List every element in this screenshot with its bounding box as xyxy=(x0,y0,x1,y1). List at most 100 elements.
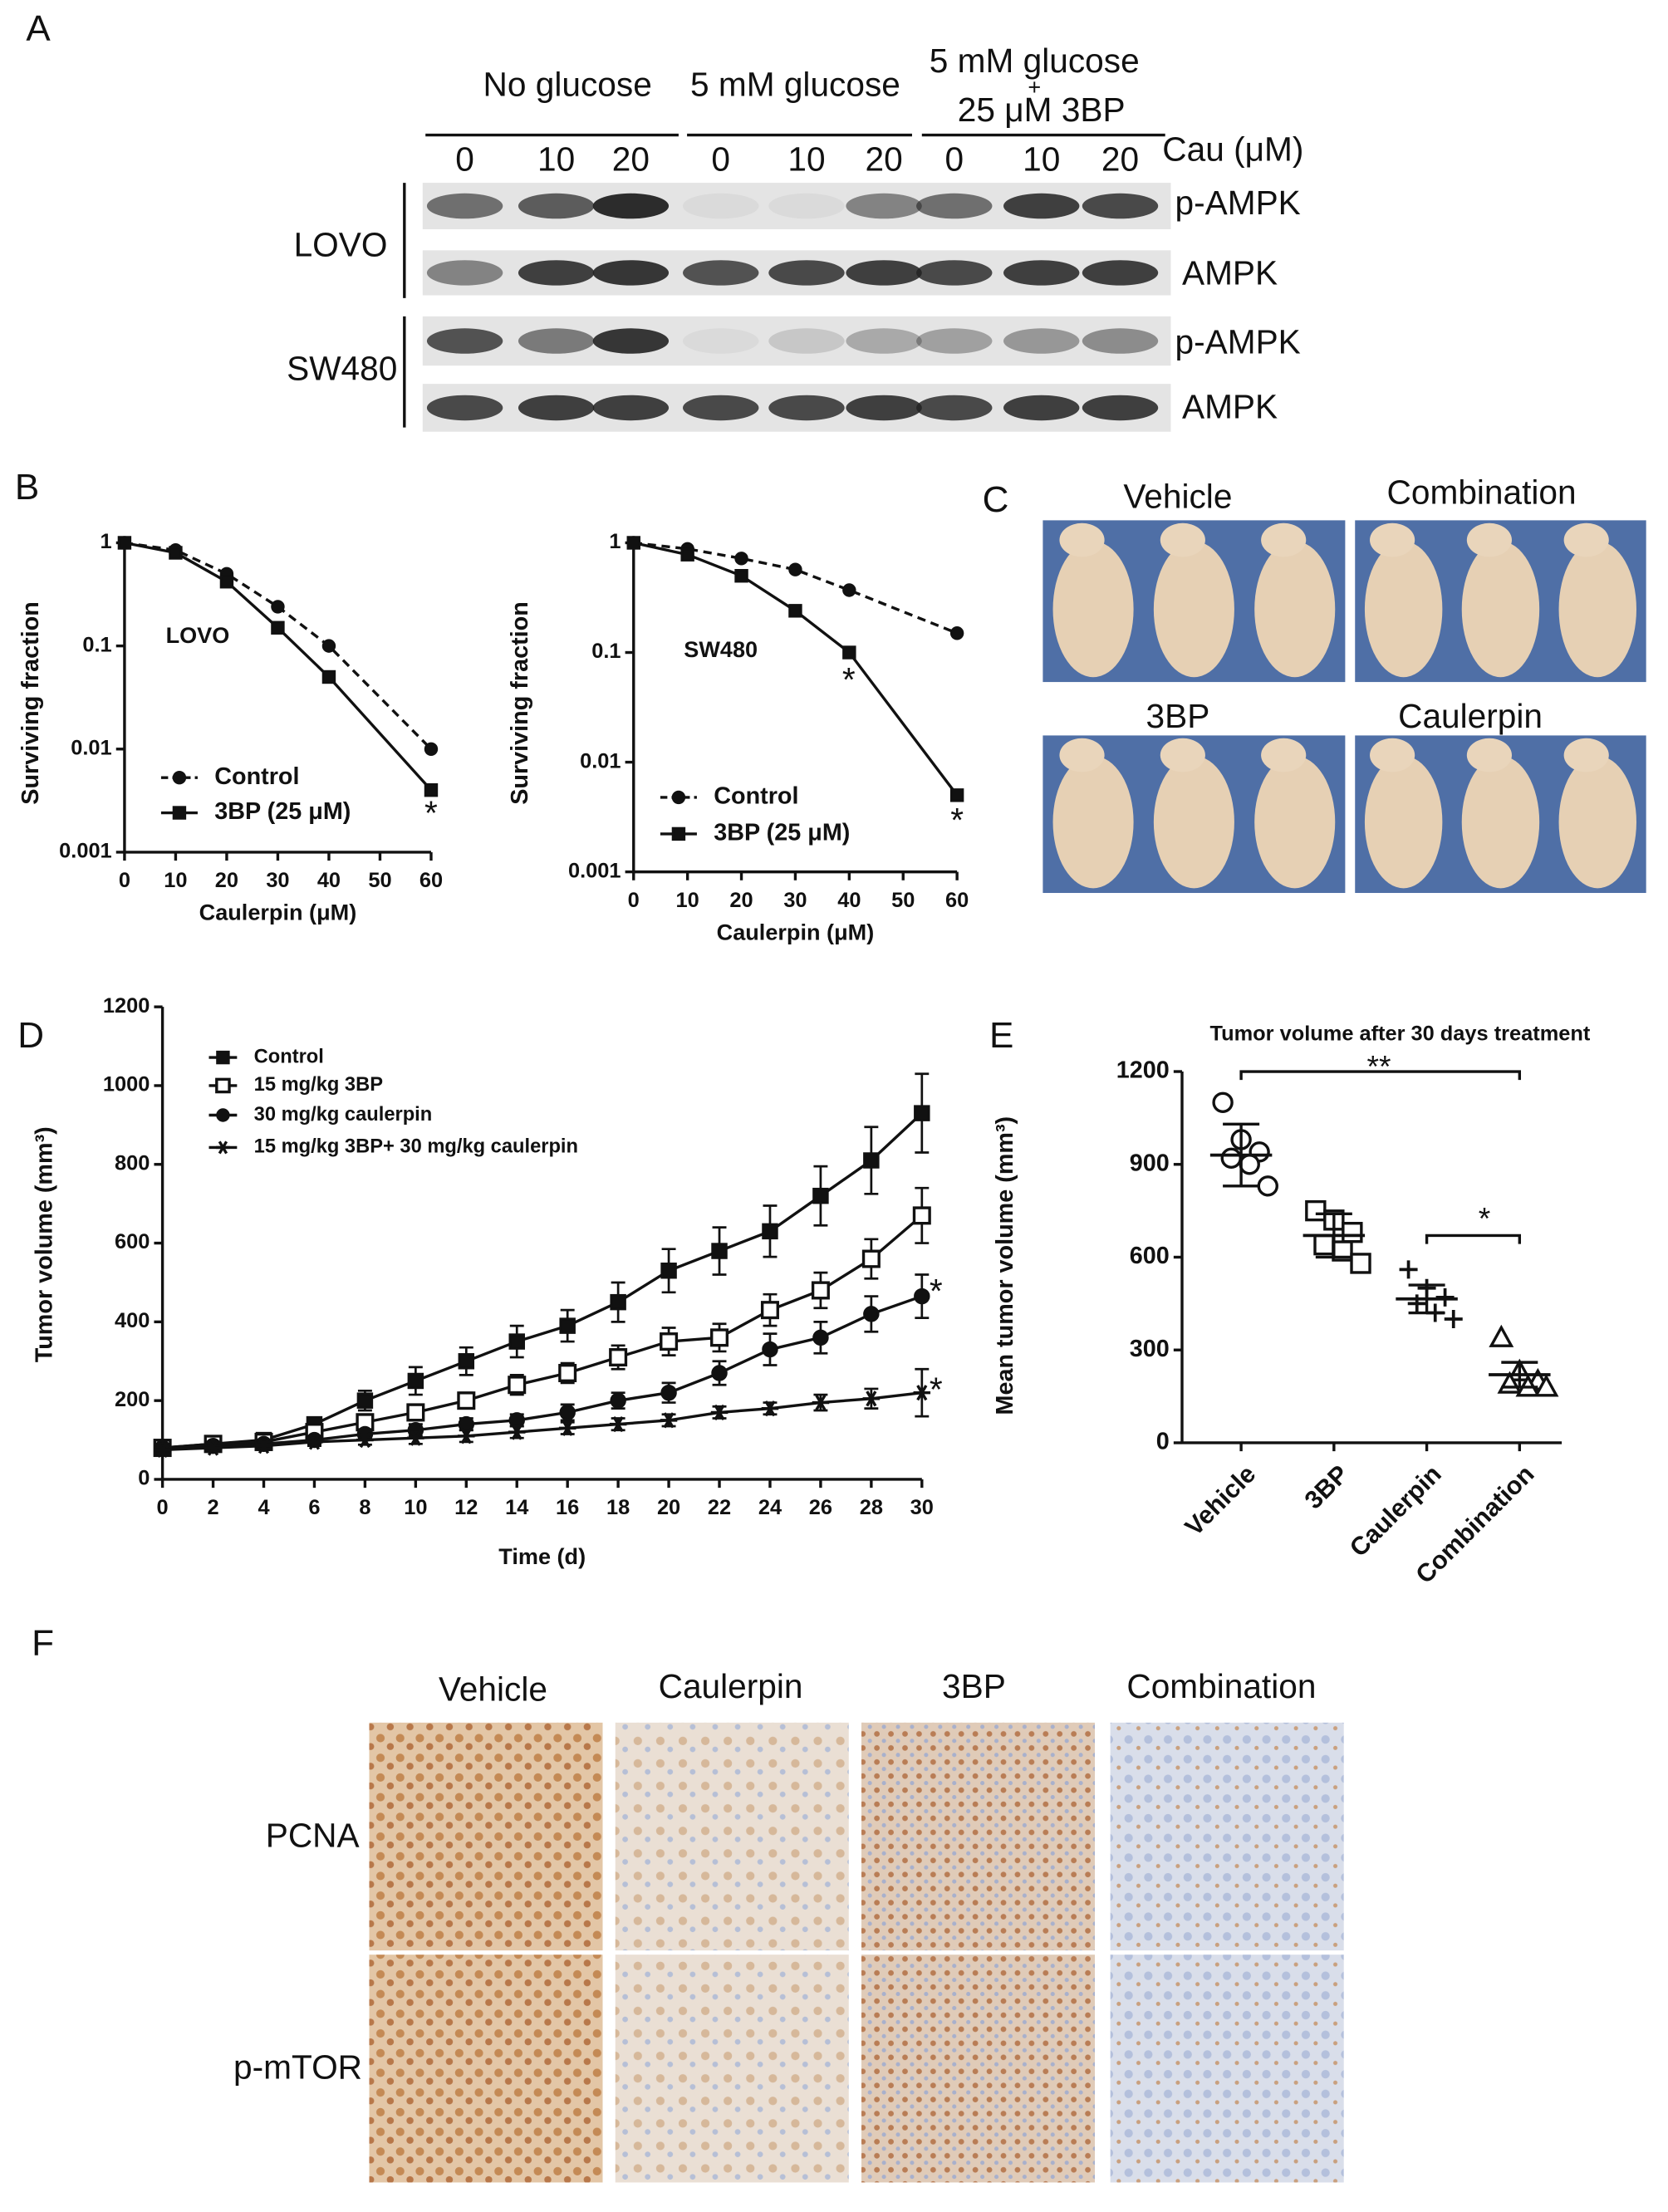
blot-band xyxy=(426,260,503,286)
point xyxy=(1212,1091,1234,1113)
point xyxy=(508,1333,525,1350)
point xyxy=(863,1152,880,1169)
mouse-head xyxy=(1370,522,1415,557)
series-line xyxy=(162,1214,923,1449)
dose-label: 0 xyxy=(711,140,730,178)
mouse-head xyxy=(1466,738,1512,772)
mouse-head xyxy=(1563,522,1609,557)
point xyxy=(321,639,336,653)
x-tick-label: 20 xyxy=(729,889,753,912)
condition: No glucose xyxy=(483,66,652,104)
group-label: 3BP xyxy=(1146,697,1210,735)
x-axis-title: Caulerpin (μM) xyxy=(199,900,357,925)
error-bar xyxy=(1315,1212,1352,1259)
mouse xyxy=(1153,541,1234,678)
point xyxy=(609,1348,628,1367)
y-tick-label: 900 xyxy=(1130,1150,1170,1176)
point xyxy=(610,1392,626,1409)
point xyxy=(406,1403,425,1422)
point xyxy=(154,1441,171,1458)
point xyxy=(842,583,856,597)
blot-band xyxy=(1003,260,1080,286)
point xyxy=(671,826,686,841)
point xyxy=(812,1187,829,1204)
blot-band xyxy=(592,260,670,286)
dose-label: 20 xyxy=(1101,140,1139,178)
point xyxy=(1407,1294,1426,1313)
mice-photos: Vehicle Combination 3BP Caulerpin xyxy=(1042,473,1646,894)
y-axis-title: Surviving fraction xyxy=(507,601,533,805)
annotation: ** xyxy=(1367,1048,1391,1083)
x-tick-label: 3BP xyxy=(1299,1459,1354,1514)
x-tick-label: 6 xyxy=(308,1496,320,1519)
mouse xyxy=(1153,756,1234,889)
point xyxy=(356,1392,374,1409)
x-tick-label: 22 xyxy=(708,1496,731,1519)
annotation: * xyxy=(930,1272,943,1310)
blot-band xyxy=(1082,260,1159,286)
y-tick-label: 300 xyxy=(1130,1336,1170,1362)
significance-bracket xyxy=(1425,1234,1522,1244)
blot-band xyxy=(683,395,759,421)
y-tick-label: 1200 xyxy=(1116,1057,1170,1084)
x-tick-label: 4 xyxy=(258,1496,269,1519)
mouse-head xyxy=(1261,738,1307,772)
group-label: Caulerpin xyxy=(1398,697,1543,735)
y-axis-title: Mean tumor volume (mm³) xyxy=(992,1116,1018,1415)
point xyxy=(1305,1199,1327,1222)
dose-label: 20 xyxy=(866,140,903,178)
x-tick-label: 0 xyxy=(157,1496,169,1519)
x-tick-label: 40 xyxy=(317,869,341,892)
mouse xyxy=(1461,756,1540,889)
point xyxy=(215,1077,231,1094)
point xyxy=(914,1287,930,1305)
mouse xyxy=(1461,541,1540,678)
panel-label: C xyxy=(983,479,1009,520)
x-tick-label: 30 xyxy=(266,869,289,892)
y-tick-label: 0 xyxy=(138,1467,150,1490)
mouse-head xyxy=(1059,522,1105,557)
point xyxy=(680,547,694,562)
point xyxy=(407,1372,424,1390)
point xyxy=(734,552,748,566)
point xyxy=(1350,1253,1371,1274)
point xyxy=(610,1293,626,1311)
blot-band xyxy=(683,193,759,219)
point xyxy=(762,1341,778,1358)
legend-label: Control xyxy=(714,783,798,810)
point xyxy=(1342,1221,1363,1243)
ihc-image xyxy=(861,1722,1096,1951)
point xyxy=(734,569,748,583)
point xyxy=(306,1434,323,1450)
y-tick-label: 0 xyxy=(1156,1429,1170,1455)
blot-band xyxy=(1003,328,1080,354)
dose-unit: Cau (μM) xyxy=(1162,130,1303,169)
point xyxy=(1489,1324,1514,1347)
dose-label: 0 xyxy=(455,140,474,178)
annotation: * xyxy=(424,794,438,832)
annotation: * xyxy=(842,660,856,699)
point xyxy=(558,1363,577,1382)
x-tick-label: 10 xyxy=(404,1496,427,1519)
protein: AMPK xyxy=(1182,254,1278,292)
point xyxy=(172,770,187,785)
blot-band xyxy=(846,260,922,286)
blot-band xyxy=(1082,193,1159,219)
x-tick-label: 40 xyxy=(837,889,861,912)
point xyxy=(711,1243,728,1259)
x-tick-label: 60 xyxy=(945,889,969,912)
y-tick-label: 200 xyxy=(115,1388,150,1411)
ihc-image xyxy=(369,1722,603,1951)
mouse xyxy=(1558,756,1636,889)
x-tick-label: 18 xyxy=(606,1496,630,1519)
blot-band xyxy=(1082,328,1159,354)
annotation: LOVO xyxy=(166,622,230,648)
point xyxy=(204,1440,222,1456)
blot-band xyxy=(916,260,993,286)
point xyxy=(861,1249,881,1268)
group-label: Combination xyxy=(1387,473,1577,512)
annotation: SW480 xyxy=(684,636,758,662)
point xyxy=(169,546,183,560)
point xyxy=(660,1263,677,1279)
point xyxy=(812,1329,829,1346)
